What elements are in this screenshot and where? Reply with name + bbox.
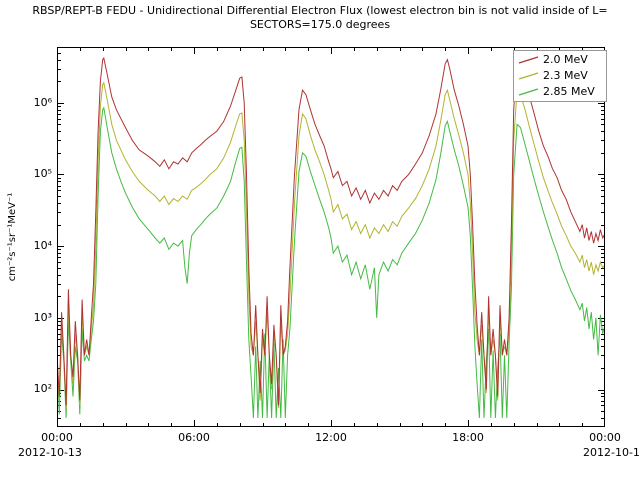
legend-label: 2.85 MeV (543, 85, 595, 98)
x-tick-label: 12:00 (315, 431, 347, 444)
x-tick-label: 06:00 (178, 431, 210, 444)
legend: 2.0 MeV 2.3 MeV 2.85 MeV (513, 50, 607, 102)
chart-title: RBSP/REPT-B FEDU - Unidirectional Differ… (32, 4, 608, 17)
y-tick-label: 10³ (33, 311, 52, 324)
x-tick-label: 00:00 (41, 431, 73, 444)
y-tick-label: 10⁵ (33, 167, 52, 180)
legend-line-sample (518, 88, 539, 96)
legend-label: 2.0 MeV (543, 53, 588, 66)
plot-area (56, 47, 606, 428)
date-label-right: 2012-10-14 (583, 446, 640, 459)
y-tick-label: 10⁴ (33, 239, 52, 252)
legend-line-sample (518, 72, 539, 80)
y-axis-label: cm⁻²s⁻¹sr⁻¹MeV⁻¹ (7, 192, 18, 282)
x-tick-label: 00:00 (589, 431, 621, 444)
chart-subtitle: SECTORS=175.0 degrees (249, 18, 391, 31)
y-tick-label: 10² (33, 382, 52, 395)
date-label-left: 2012-10-13 (18, 446, 82, 459)
legend-line-sample (518, 56, 539, 64)
legend-item: 2.0 MeV (514, 52, 606, 68)
legend-item: 2.3 MeV (514, 68, 606, 84)
legend-label: 2.3 MeV (543, 69, 588, 82)
legend-item: 2.85 MeV (514, 84, 606, 100)
x-tick-label: 18:00 (452, 431, 484, 444)
flux-plot-svg (56, 47, 606, 428)
y-tick-label: 10⁶ (33, 96, 52, 109)
